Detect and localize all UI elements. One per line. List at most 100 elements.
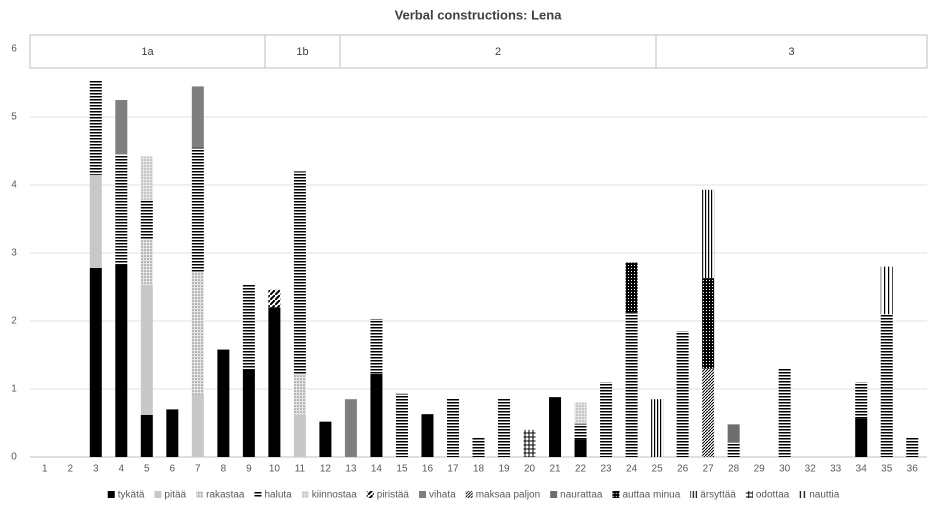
bar-segment: [625, 312, 638, 457]
legend-swatch: [690, 491, 698, 498]
bar-segment: [574, 439, 587, 457]
bar-segment: [472, 436, 485, 457]
bar-segment: [191, 86, 204, 148]
bar-segment: [166, 409, 179, 457]
x-tick-label: 17: [447, 464, 459, 475]
bar-segment: [421, 414, 434, 457]
legend-label: auttaa minua: [622, 490, 680, 501]
header-cell: [29, 34, 266, 69]
bar-segment: [191, 147, 204, 272]
bar-segment: [600, 382, 613, 457]
x-tick-label: 34: [856, 464, 868, 475]
x-tick-label: 6: [170, 464, 176, 475]
bar-segment: [549, 397, 562, 457]
chart-title: Verbal constructions: Lena: [395, 7, 563, 22]
legend-swatch: [366, 491, 374, 498]
legend-swatch: [301, 491, 309, 498]
bar-segment: [115, 264, 128, 457]
y-tick-label: 2: [11, 316, 17, 327]
bar-segment: [89, 267, 102, 457]
legend-label: ärsyttää: [700, 490, 736, 501]
legend-swatch: [799, 491, 807, 498]
bar-segment: [880, 266, 893, 315]
bar-segment: [319, 421, 332, 457]
bar-segment: [676, 331, 689, 457]
legend-swatch: [196, 491, 204, 498]
y-tick-label: 0: [11, 452, 17, 463]
legend-swatch: [745, 491, 753, 498]
x-tick-label: 36: [907, 464, 919, 475]
bar-segment: [498, 397, 511, 457]
header-label: 2: [495, 46, 501, 58]
bar-segment: [395, 393, 408, 457]
y-tick-label: 5: [11, 112, 17, 123]
x-tick-label: 22: [575, 464, 587, 475]
x-tick-label: 20: [524, 464, 536, 475]
bar-segment: [140, 156, 153, 201]
x-tick-label: 35: [881, 464, 893, 475]
bar-segment: [702, 189, 715, 279]
x-tick-label: 33: [830, 464, 842, 475]
bar-segment: [293, 374, 306, 415]
bar-segment: [89, 174, 102, 268]
x-tick-label: 32: [805, 464, 817, 475]
x-tick-label: 28: [728, 464, 740, 475]
bar-segment: [115, 100, 128, 155]
x-tick-label: 16: [422, 464, 434, 475]
legend-label: nauttia: [809, 490, 839, 501]
legend-swatch: [612, 491, 620, 498]
bar-segment: [140, 239, 153, 285]
legend-swatch: [154, 491, 162, 498]
x-tick-label: 18: [473, 464, 485, 475]
legend-label: piristää: [377, 490, 410, 501]
bar-segment: [651, 399, 664, 457]
bar-segment: [446, 397, 459, 457]
header-cell: [339, 34, 657, 69]
bar-segment: [293, 414, 306, 457]
y-tick-label: 3: [11, 248, 17, 259]
bar-segment: [370, 374, 383, 457]
x-tick-label: 24: [626, 464, 638, 475]
legend-label: naurattaa: [560, 490, 603, 501]
x-tick-label: 13: [345, 464, 357, 475]
x-tick-label: 30: [779, 464, 791, 475]
legend-label: maksaa paljon: [476, 490, 540, 501]
bar-segment: [268, 307, 281, 457]
x-tick-label: 3: [93, 464, 99, 475]
bar-segment: [727, 442, 740, 457]
x-tick-label: 12: [320, 464, 332, 475]
bar-segment: [906, 436, 919, 457]
bar-segment: [574, 402, 587, 424]
x-tick-label: 1: [42, 464, 48, 475]
legend-swatch: [419, 491, 427, 498]
bar-segment: [370, 318, 383, 375]
bar-segment: [702, 278, 715, 369]
x-tick-label: 8: [221, 464, 227, 475]
header-cell: [264, 34, 341, 69]
x-tick-label: 19: [498, 464, 510, 475]
legend-label: tykätä: [118, 490, 145, 501]
bar-segment: [727, 424, 740, 443]
x-tick-label: 21: [549, 464, 561, 475]
x-tick-label: 14: [371, 464, 383, 475]
bar-segment: [140, 284, 153, 415]
x-tick-label: 5: [144, 464, 150, 475]
x-tick-label: 7: [195, 464, 201, 475]
bar-segment: [217, 349, 230, 457]
bar-segment: [293, 171, 306, 375]
y-tick-label: 4: [11, 180, 17, 191]
y-tick-label: 1: [11, 384, 17, 395]
x-tick-label: 4: [119, 464, 125, 475]
bar-segment: [115, 154, 128, 265]
bar-segment: [702, 368, 715, 457]
x-tick-label: 23: [601, 464, 613, 475]
x-tick-label: 29: [754, 464, 766, 475]
legend-label: kiinnostaa: [312, 490, 357, 501]
bar-segment: [242, 369, 255, 457]
bar-segment: [242, 284, 255, 370]
header-label: 3: [788, 46, 794, 58]
bar-segment: [268, 289, 281, 308]
legend-label: odottaa: [756, 490, 790, 501]
bar-segment: [140, 200, 153, 240]
